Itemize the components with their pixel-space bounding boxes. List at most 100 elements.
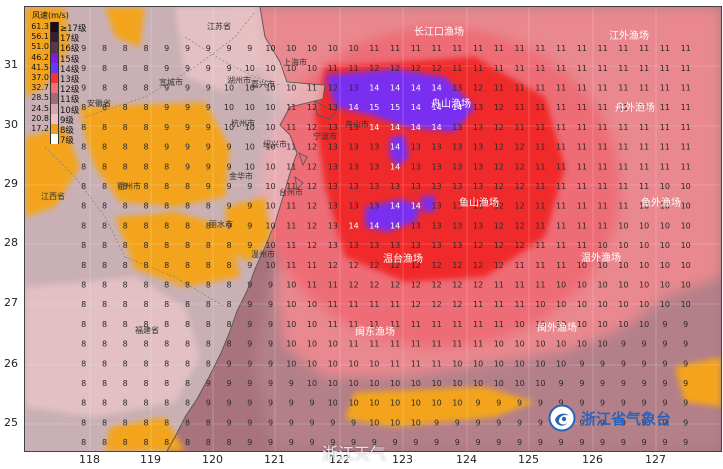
grid-value: 9 <box>683 438 688 447</box>
grid-value: 10 <box>390 418 400 427</box>
legend-swatch <box>50 62 59 73</box>
grid-value: 9 <box>662 340 667 349</box>
wind-map[interactable]: 9 8 8 8 9 9 9 9 9 10 10 10 10 10 11 11 11 11 11 11 11 11 11 11 1… <box>24 6 722 452</box>
grid-value: 9 <box>393 438 398 447</box>
grid-value: 8 <box>185 281 190 290</box>
grid-value: 8 <box>143 438 148 447</box>
grid-value: 9 <box>164 103 169 112</box>
grid-value: 9 <box>289 418 294 427</box>
grid-value: 9 <box>268 359 273 368</box>
grid-value: 9 <box>662 418 667 427</box>
grid-value: 11 <box>452 340 462 349</box>
grid-value: 9 <box>538 438 543 447</box>
grid-value: 11 <box>535 162 545 171</box>
grid-value: 9 <box>621 418 626 427</box>
grid-value: 9 <box>642 379 647 388</box>
grid-value: 11 <box>681 162 691 171</box>
grid-value: 9 <box>476 418 481 427</box>
x-tick-label: 126 <box>582 453 603 466</box>
grid-value: 8 <box>102 103 107 112</box>
grid-value: 13 <box>349 84 359 93</box>
grid-value: 12 <box>390 281 400 290</box>
grid-value: 11 <box>494 64 504 73</box>
legend-level: 8级 <box>60 125 74 136</box>
grid-value: 10 <box>618 221 628 230</box>
grid-value: 10 <box>556 300 566 309</box>
grid-value: 10 <box>286 320 296 329</box>
legend-level: 13级 <box>60 74 80 85</box>
grid-value: 10 <box>265 143 275 152</box>
grid-value: 10 <box>681 221 691 230</box>
grid-value: 9 <box>247 418 252 427</box>
grid-value: 8 <box>81 162 86 171</box>
grid-value: 11 <box>618 143 628 152</box>
grid-value: 11 <box>349 300 359 309</box>
legend-value: 32.7 <box>31 83 49 93</box>
grid-value: 10 <box>639 221 649 230</box>
grid-value: 8 <box>81 143 86 152</box>
grid-value: 8 <box>143 123 148 132</box>
grid-value: 11 <box>618 103 628 112</box>
grid-value: 13 <box>411 162 421 171</box>
grid-value: 11 <box>452 64 462 73</box>
y-tick-label: 29 <box>4 177 18 190</box>
grid-value: 8 <box>185 320 190 329</box>
grid-value: 13 <box>349 202 359 211</box>
grid-value: 14 <box>452 103 462 112</box>
grid-value: 8 <box>81 379 86 388</box>
grid-value: 14 <box>390 123 400 132</box>
coastline <box>166 7 338 451</box>
grid-value: 8 <box>185 399 190 408</box>
grid-value: 14 <box>411 103 421 112</box>
grid-value: 9 <box>683 320 688 329</box>
grid-value: 11 <box>535 202 545 211</box>
legend-swatch <box>50 32 59 43</box>
grid-value: 10 <box>618 281 628 290</box>
grid-value: 13 <box>452 162 462 171</box>
grid-value: 8 <box>226 438 231 447</box>
agency-logo-icon <box>548 404 576 432</box>
legend-item: 7级 <box>28 134 88 146</box>
grid-value: 10 <box>577 281 587 290</box>
grid-value: 8 <box>81 418 86 427</box>
grid-value: 9 <box>579 359 584 368</box>
grid-value: 8 <box>102 162 107 171</box>
grid-value: 9 <box>268 281 273 290</box>
grid-value: 10 <box>245 64 255 73</box>
grid-value: 8 <box>81 320 86 329</box>
grid-value: 8 <box>185 418 190 427</box>
grid-value: 8 <box>102 123 107 132</box>
x-tick-label: 125 <box>518 453 539 466</box>
grid-value: 12 <box>307 221 317 230</box>
grid-value: 11 <box>515 84 525 93</box>
grid-value: 11 <box>535 241 545 250</box>
grid-value: 8 <box>206 438 211 447</box>
city-label: 绍兴市 <box>263 139 287 149</box>
grid-value: 10 <box>369 418 379 427</box>
grid-value: 13 <box>473 202 483 211</box>
grid-value: 8 <box>143 182 148 191</box>
grid-value: 13 <box>452 241 462 250</box>
grid-value: 11 <box>660 103 670 112</box>
grid-value: 12 <box>411 261 421 270</box>
grid-value: 10 <box>494 379 504 388</box>
grid-value: 10 <box>556 359 566 368</box>
graticule <box>25 7 721 451</box>
grid-value: 11 <box>452 320 462 329</box>
grid-value: 9 <box>226 359 231 368</box>
grid-value: 8 <box>164 162 169 171</box>
grid-value: 12 <box>473 281 483 290</box>
legend-item: 61.3 ≥17级 <box>28 22 88 34</box>
grid-value: 11 <box>535 44 545 53</box>
grid-value: 8 <box>102 359 107 368</box>
grid-value: 11 <box>535 123 545 132</box>
grid-value: 12 <box>432 300 442 309</box>
grid-value: 8 <box>81 241 86 250</box>
grid-value: 11 <box>494 300 504 309</box>
grid-value: 8 <box>81 261 86 270</box>
grid-value: 12 <box>307 241 317 250</box>
grid-value: 9 <box>455 438 460 447</box>
grid-value: 12 <box>411 281 421 290</box>
grid-value: 11 <box>660 44 670 53</box>
grid-value: 8 <box>185 438 190 447</box>
